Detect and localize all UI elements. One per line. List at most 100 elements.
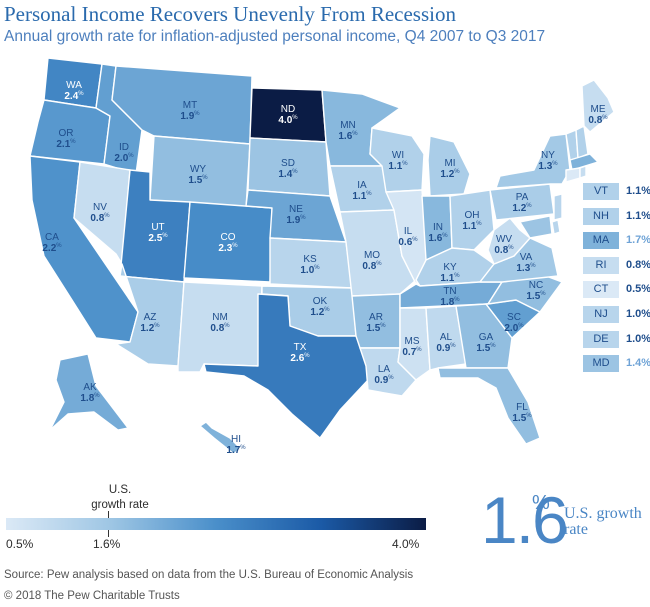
state-value-suffix: % xyxy=(526,413,532,419)
ne-state-value: 1.0% xyxy=(626,332,650,345)
state-value: 1.5 xyxy=(526,291,540,302)
state-value-suffix: % xyxy=(70,139,76,145)
state-value-suffix: % xyxy=(508,245,514,251)
state-FL xyxy=(437,367,541,445)
state-label-ks: KS 1.0% xyxy=(300,254,320,276)
state-value-suffix: % xyxy=(292,169,298,175)
state-value-suffix: % xyxy=(128,153,134,159)
state-abbr: HI xyxy=(231,434,241,445)
state-label-fl: FL 1.5% xyxy=(512,402,532,424)
state-value-suffix: % xyxy=(412,237,418,243)
ne-state-box: RI xyxy=(583,256,619,274)
state-label-nv: NV 0.8% xyxy=(90,202,110,224)
state-value: 0.8 xyxy=(90,213,104,224)
state-label-tn: TN 1.8% xyxy=(440,286,460,308)
state-value-suffix: % xyxy=(442,233,448,239)
state-label-ne: NE 1.9% xyxy=(286,204,306,226)
state-value-suffix: % xyxy=(476,221,482,227)
legend-max-label: 4.0% xyxy=(392,537,420,551)
state-value: 2.0 xyxy=(504,323,518,334)
state-label-nd: ND 4.0% xyxy=(278,104,298,126)
state-NY xyxy=(495,133,571,189)
state-value: 1.1 xyxy=(352,191,366,202)
state-abbr: SD xyxy=(281,158,295,169)
state-value: 2.2 xyxy=(42,243,56,254)
state-OH xyxy=(449,189,495,251)
state-abbr: NE xyxy=(289,204,303,215)
state-value: 2.5 xyxy=(148,233,162,244)
state-label-oh: OH 1.1% xyxy=(462,210,482,232)
ne-state-value: 0.5% xyxy=(626,283,650,296)
state-value-suffix: % xyxy=(388,375,394,381)
ne-state-value: 0.8% xyxy=(626,258,650,271)
ne-state-value: 1.1% xyxy=(626,209,650,222)
state-abbr: NM xyxy=(212,312,228,323)
state-abbr: ND xyxy=(281,104,295,115)
state-value-suffix: % xyxy=(104,213,110,219)
state-abbr: OK xyxy=(313,296,328,307)
state-label-mn: MN 1.6% xyxy=(338,120,358,142)
ne-state-value: 1.7% xyxy=(626,234,650,247)
state-value: 1.5 xyxy=(366,323,380,334)
state-abbr: TN xyxy=(443,286,456,297)
state-abbr: TX xyxy=(294,342,307,353)
state-value: 1.6 xyxy=(338,131,352,142)
state-HI xyxy=(199,421,241,455)
state-value-suffix: % xyxy=(324,307,330,313)
state-abbr: KY xyxy=(443,262,457,273)
state-value: 0.8 xyxy=(494,245,508,256)
state-label-mi: MI 1.2% xyxy=(440,158,460,180)
state-value-suffix: % xyxy=(194,111,200,117)
state-value-suffix: % xyxy=(416,347,422,353)
state-value-suffix: % xyxy=(304,353,310,359)
state-value-suffix: % xyxy=(224,323,230,329)
state-value-suffix: % xyxy=(518,323,524,329)
state-value: 1.8 xyxy=(80,393,94,404)
state-label-sc: SC 2.0% xyxy=(504,312,524,334)
state-value-suffix: % xyxy=(530,263,536,269)
state-value-suffix: % xyxy=(540,291,546,297)
state-value-suffix: % xyxy=(56,243,62,249)
state-label-ak: AK 1.8% xyxy=(80,382,100,404)
state-WV xyxy=(487,217,531,265)
legend-marker-label: U.S. growth rate xyxy=(91,484,149,511)
state-value: 1.6 xyxy=(428,233,442,244)
copyright-note: © 2018 The Pew Charitable Trusts xyxy=(4,590,180,602)
state-label-ar: AR 1.5% xyxy=(366,312,386,334)
state-label-wi: WI 1.1% xyxy=(388,150,408,172)
state-abbr: NV xyxy=(93,202,107,213)
state-abbr: IL xyxy=(404,226,413,237)
page-subtitle: Annual growth rate for inflation-adjuste… xyxy=(4,28,546,45)
state-label-sd: SD 1.4% xyxy=(278,158,298,180)
state-abbr: MN xyxy=(340,120,356,131)
state-abbr: NC xyxy=(529,280,543,291)
state-value: 2.4 xyxy=(64,91,78,102)
state-abbr: CA xyxy=(45,232,59,243)
state-label-wv: WV 0.8% xyxy=(494,234,514,256)
state-abbr: MS xyxy=(405,336,420,347)
state-value-suffix: % xyxy=(454,169,460,175)
state-value-suffix: % xyxy=(376,261,382,267)
state-label-co: CO 2.3% xyxy=(218,232,238,254)
state-NV xyxy=(73,161,131,265)
state-abbr: AZ xyxy=(144,312,157,323)
state-value-suffix: % xyxy=(314,265,320,271)
state-label-id: ID 2.0% xyxy=(114,142,134,164)
state-value-suffix: % xyxy=(552,161,558,167)
state-label-pa: PA 1.2% xyxy=(512,192,532,214)
state-value: 0.8 xyxy=(210,323,224,334)
state-value-suffix: % xyxy=(78,91,84,97)
state-value-suffix: % xyxy=(162,233,168,239)
state-value: 0.8 xyxy=(362,261,376,272)
state-label-tx: TX 2.6% xyxy=(290,342,310,364)
state-TX xyxy=(203,293,369,439)
state-value: 1.0 xyxy=(300,265,314,276)
ne-state-value: 1.4% xyxy=(626,357,650,370)
state-abbr: FL xyxy=(516,402,528,413)
state-label-hi: HI 1.7% xyxy=(226,434,246,456)
legend-mid-label: 1.6% xyxy=(93,537,121,551)
state-value: 1.8 xyxy=(440,297,454,308)
state-label-ca: CA 2.2% xyxy=(42,232,62,254)
state-value: 0.9 xyxy=(374,375,388,386)
state-value: 0.8 xyxy=(588,115,602,126)
